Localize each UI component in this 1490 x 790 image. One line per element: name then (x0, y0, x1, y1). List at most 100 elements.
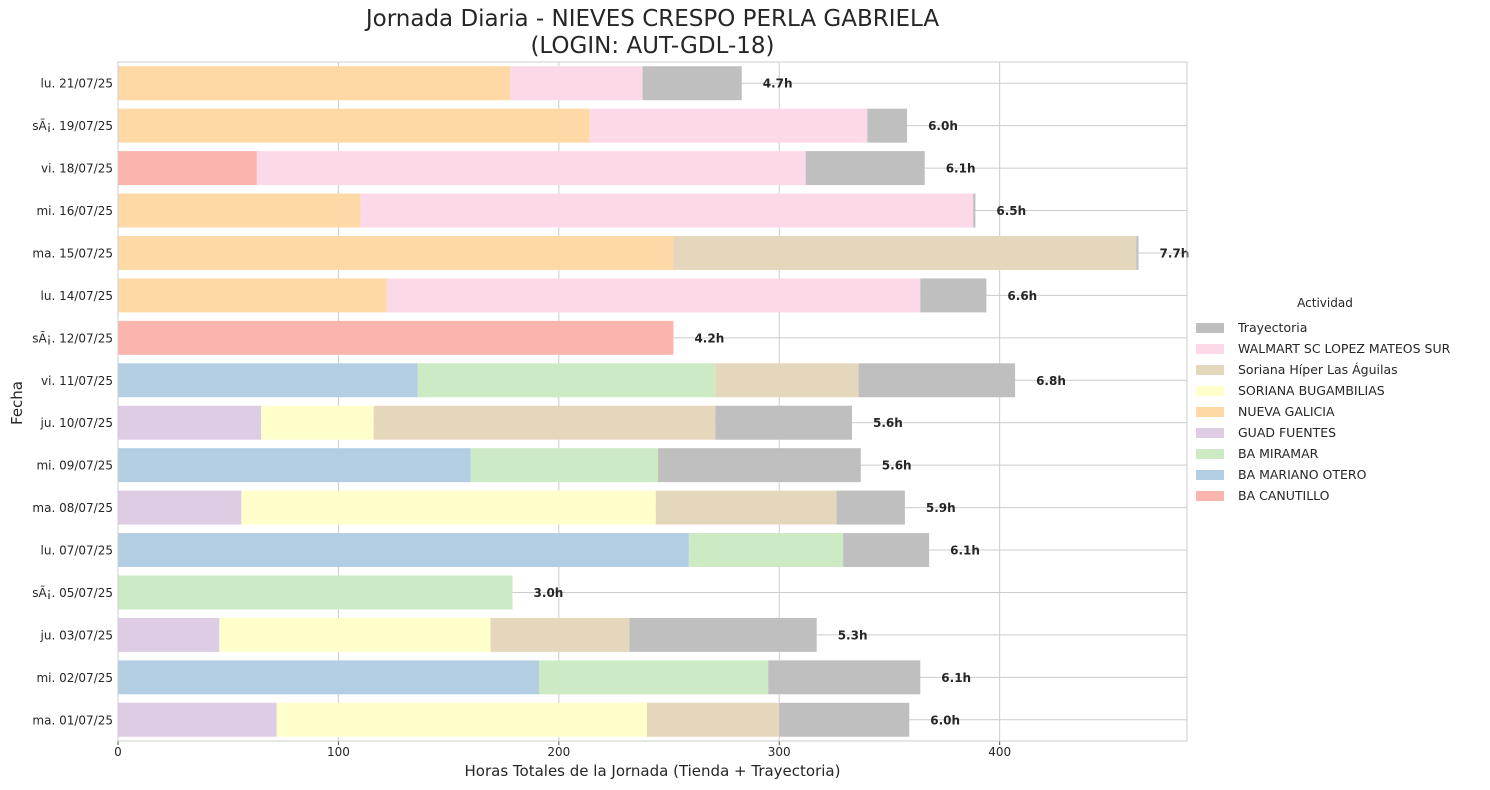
bar-segment (118, 533, 689, 568)
bar-segment (118, 617, 220, 652)
bar-segment (118, 490, 242, 525)
legend-item: NUEVA GALICIA (1196, 401, 1484, 422)
legend-title: Actividad (1297, 296, 1353, 310)
legend-item: BA CANUTILLO (1196, 485, 1484, 506)
bar-total-label: 6.1h (941, 671, 971, 685)
bar-total-label: 6.5h (996, 204, 1026, 218)
y-tick-label: ma. 01/07/25 (32, 713, 113, 727)
bar-segment (261, 405, 374, 440)
y-axis-label: Fecha (8, 381, 26, 425)
bar-total-label: 6.1h (946, 162, 976, 176)
bar-segment (118, 151, 257, 186)
bar-segment (673, 235, 1137, 270)
legend-label: BA MARIANO OTERO (1238, 467, 1367, 482)
bar-segment (688, 533, 844, 568)
bar-total-label: 4.2h (694, 331, 724, 345)
legend-item: Soriana Híper Las Águilas (1196, 359, 1484, 380)
bar-total-label: 7.7h (1160, 246, 1190, 260)
x-tick-label: 400 (988, 745, 1011, 759)
bar-total-label: 6.0h (928, 119, 958, 133)
plot-frame (117, 61, 1188, 742)
legend-swatch (1196, 427, 1224, 438)
bar-total-label: 4.7h (763, 77, 793, 91)
bar-segment (118, 66, 511, 101)
legend-item: SORIANA BUGAMBILIAS (1196, 380, 1484, 401)
y-tick-label: sÃ¡. 05/07/25 (32, 585, 113, 600)
bar-segment (241, 490, 656, 525)
chart-title: Jornada Diaria - NIEVES CRESPO PERLA GAB… (365, 6, 940, 32)
bar-segment (276, 702, 647, 737)
y-tick-label: lu. 07/07/25 (41, 544, 113, 558)
y-tick-label: sÃ¡. 12/07/25 (32, 330, 113, 345)
bar-segment (490, 617, 630, 652)
bar-segment (118, 660, 539, 695)
bar-segment (118, 448, 471, 483)
bar-segment (510, 66, 643, 101)
bar-segment (118, 193, 361, 228)
x-tick-label: 100 (327, 745, 350, 759)
legend: Actividad Trayectoria WALMART SC LOPEZ MA… (1196, 296, 1484, 506)
legend-swatch (1196, 364, 1224, 375)
bar-segment (118, 278, 387, 313)
bar-total-label: 5.9h (926, 501, 956, 515)
y-tick-label: vi. 18/07/25 (41, 162, 113, 176)
y-tick-label: ma. 08/07/25 (32, 501, 113, 515)
legend-swatch (1196, 469, 1224, 480)
bar-segment (219, 617, 491, 652)
legend-items: Trayectoria WALMART SC LOPEZ MATEOS SUR So… (1196, 317, 1484, 506)
bar-segment (417, 363, 716, 398)
bar-segment (118, 108, 590, 143)
y-tick-label: lu. 14/07/25 (41, 289, 113, 303)
legend-label: GUAD FUENTES (1238, 425, 1337, 440)
legend-item: Trayectoria (1196, 317, 1484, 338)
bar-segment (118, 235, 674, 270)
bar-segment (658, 448, 861, 483)
bar-segment (118, 405, 262, 440)
legend-swatch (1196, 322, 1224, 333)
bar-segment (386, 278, 921, 313)
bar-segment (1136, 235, 1139, 270)
bar-segment (118, 702, 277, 737)
bar-segment (843, 533, 930, 568)
bar-segment (768, 660, 921, 695)
bar-segment (360, 193, 974, 228)
legend-label: Trayectoria (1238, 320, 1308, 335)
y-tick-label: sÃ¡. 19/07/25 (32, 118, 113, 133)
y-tick-label: mi. 02/07/25 (36, 671, 113, 685)
y-tick-label: ju. 03/07/25 (40, 628, 113, 642)
y-tick-label: mi. 16/07/25 (36, 204, 113, 218)
bar-segment (118, 320, 674, 355)
bar-total-label: 5.6h (873, 416, 903, 430)
bar-segment (920, 278, 987, 313)
x-tick-label: 300 (768, 745, 791, 759)
legend-swatch (1196, 490, 1224, 501)
bar-segment (867, 108, 908, 143)
legend-item: BA MIRAMAR (1196, 443, 1484, 464)
bar-segment (858, 363, 1016, 398)
legend-item: BA MARIANO OTERO (1196, 464, 1484, 485)
legend-swatch (1196, 343, 1224, 354)
x-axis-label: Horas Totales de la Jornada (Tienda + Tr… (464, 762, 841, 780)
bar-segment (256, 151, 806, 186)
y-tick-label: ju. 10/07/25 (40, 416, 113, 430)
legend-label: Soriana Híper Las Águilas (1238, 362, 1398, 377)
bar-segment (836, 490, 905, 525)
x-tick-label: 0 (114, 745, 122, 759)
bar-total-label: 5.6h (882, 459, 912, 473)
legend-item: WALMART SC LOPEZ MATEOS SUR (1196, 338, 1484, 359)
y-tick-label: ma. 15/07/25 (32, 246, 113, 260)
bar-segment (589, 108, 868, 143)
chart-subtitle: (LOGIN: AUT-GDL-18) (530, 33, 775, 59)
legend-label: BA CANUTILLO (1238, 488, 1330, 503)
y-tick-label: vi. 11/07/25 (41, 374, 113, 388)
legend-swatch (1196, 448, 1224, 459)
bar-segment (470, 448, 659, 483)
bar-segment (373, 405, 716, 440)
bar-total-label: 6.6h (1007, 289, 1037, 303)
bar-segment (538, 660, 769, 695)
legend-label: WALMART SC LOPEZ MATEOS SUR (1238, 341, 1451, 356)
bar-total-label: 6.0h (930, 713, 960, 727)
legend-label: SORIANA BUGAMBILIAS (1238, 383, 1385, 398)
bar-segment (715, 363, 859, 398)
